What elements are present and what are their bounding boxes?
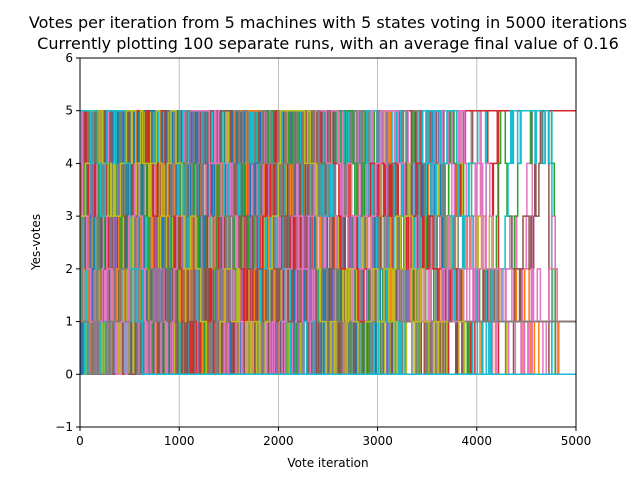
y-tick-label: 2 — [65, 262, 73, 276]
y-tick-label: 3 — [65, 209, 73, 223]
run-series-line — [80, 109, 576, 376]
x-tick-label: 1000 — [164, 434, 195, 448]
run-series-line — [80, 109, 576, 376]
x-tick-label: 5000 — [561, 434, 592, 448]
x-tick-label: 2000 — [263, 434, 294, 448]
x-axis-ticks: 0 1000 2000 3000 4000 5000 — [76, 427, 591, 448]
x-tick-label: 0 — [76, 434, 84, 448]
run-series-line — [80, 109, 576, 376]
y-tick-label: −1 — [55, 420, 73, 434]
y-tick-label: 5 — [65, 104, 73, 118]
series-lines — [79, 109, 576, 376]
x-tick-label: 4000 — [462, 434, 493, 448]
y-axis-ticks: −1 0 1 2 3 4 5 6 — [55, 51, 80, 434]
chart-title: Votes per iteration from 5 machines with… — [29, 13, 627, 32]
x-tick-label: 3000 — [362, 434, 393, 448]
y-axis-label: Yes-votes — [29, 214, 43, 271]
x-axis-label: Vote iteration — [287, 456, 368, 470]
plot-area — [79, 57, 577, 428]
y-tick-label: 6 — [65, 51, 73, 65]
chart-subtitle: Currently plotting 100 separate runs, wi… — [37, 34, 619, 53]
plot-frame — [79, 57, 577, 428]
y-tick-label: 4 — [65, 156, 73, 170]
y-tick-label: 1 — [65, 315, 73, 329]
run-series-line — [80, 109, 576, 376]
y-tick-label: 0 — [65, 367, 73, 381]
run-series-line — [80, 109, 576, 376]
